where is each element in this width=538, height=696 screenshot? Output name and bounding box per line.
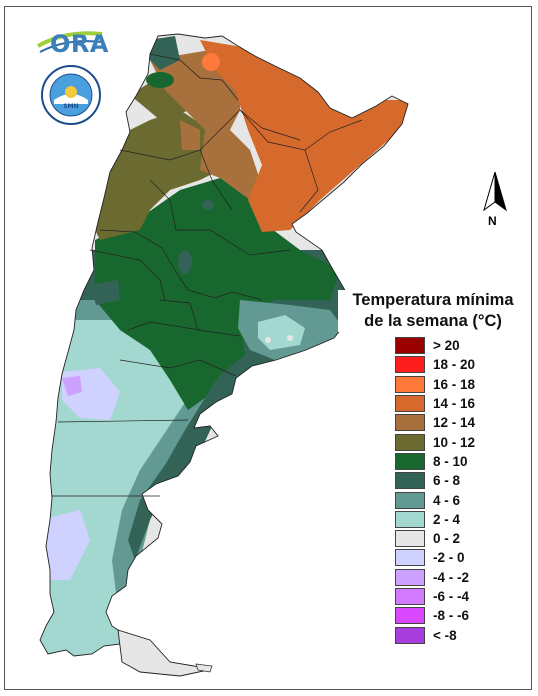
legend-title-line-2: de la semana (°C) (364, 312, 502, 330)
legend-item: 0 - 2 (395, 529, 505, 548)
legend-label: 8 - 10 (433, 453, 468, 469)
ora-logo: ORA (36, 26, 109, 60)
legend-label: 0 - 2 (433, 531, 461, 547)
legend-item: -4 - -2 (395, 568, 505, 587)
legend-item: 18 - 20 (395, 355, 505, 374)
legend-item: -2 - 0 (395, 548, 505, 567)
legend-swatch (395, 607, 425, 625)
legend-swatch (395, 568, 425, 586)
legend-item: 6 - 8 (395, 471, 505, 490)
legend-item: -8 - -6 (395, 606, 505, 625)
legend-label: 2 - 4 (433, 511, 461, 527)
country-outline (39, 33, 409, 657)
legend-item: 4 - 6 (395, 490, 505, 509)
legend-swatch (395, 452, 425, 470)
legend-label: -2 - 0 (433, 550, 465, 566)
legend-label: 12 - 14 (433, 415, 476, 431)
legend-label: 14 - 16 (433, 396, 476, 412)
legend-item: 16 - 18 (395, 375, 505, 394)
legend-item: 2 - 4 (395, 510, 505, 529)
legend-swatch (395, 588, 425, 605)
legend-item: 14 - 16 (395, 394, 505, 413)
legend-swatch (395, 530, 425, 548)
legend-label: -6 - -4 (433, 589, 470, 604)
legend-title: Temperatura mínima de la semana (°C) (338, 290, 528, 332)
legend-label: 16 - 18 (433, 376, 476, 392)
legend-label: 18 - 20 (433, 357, 476, 373)
legend: > 20 18 - 20 16 - 18 14 - 16 12 - 14 10 - 12 8… (395, 336, 505, 645)
north-arrow-icon (483, 171, 507, 212)
legend-label: 10 - 12 (433, 434, 476, 450)
legend-swatch (395, 549, 425, 567)
legend-swatch (395, 375, 425, 393)
smn-seal-icon: SMN (41, 65, 101, 125)
legend-swatch (395, 414, 425, 432)
legend-swatch (395, 472, 425, 490)
legend-item: 12 - 14 (395, 413, 505, 432)
legend-label: -4 - -2 (433, 569, 470, 585)
legend-title-line-1: Temperatura mínima (352, 291, 514, 309)
legend-swatch (395, 433, 425, 451)
seal-inner-text: SMN (63, 103, 78, 110)
legend-item: 8 - 10 (395, 452, 505, 471)
legend-swatch (395, 626, 425, 644)
legend-item: -6 - -4 (395, 587, 505, 606)
legend-label: 4 - 6 (433, 492, 461, 508)
tierra-del-fuego (117, 629, 209, 677)
province-borders (52, 53, 363, 497)
legend-swatch (395, 510, 425, 528)
north-label: N (488, 214, 497, 228)
legend-swatch (395, 395, 425, 413)
legend-label: < -8 (433, 627, 457, 643)
ora-swoosh-icon (37, 31, 103, 53)
legend-label: -8 - -6 (433, 608, 470, 624)
isla-de-los-estados (195, 663, 213, 673)
legend-label: 6 - 8 (433, 473, 461, 489)
legend-item: < -8 (395, 625, 505, 644)
legend-item: > 20 (395, 336, 505, 355)
legend-swatch (395, 356, 425, 374)
legend-label: > 20 (433, 338, 460, 354)
legend-swatch (395, 337, 425, 355)
legend-swatch (395, 491, 425, 509)
legend-item: 10 - 12 (395, 432, 505, 451)
ora-logo-text: ORA (50, 30, 109, 58)
